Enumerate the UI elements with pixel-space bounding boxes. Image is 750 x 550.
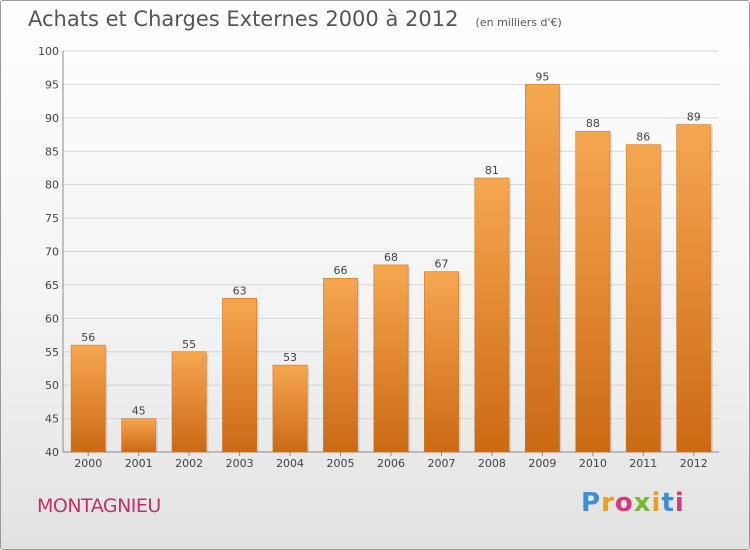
x-tick-label: 2005 xyxy=(327,457,355,470)
x-tick-label: 2003 xyxy=(226,457,254,470)
brand-letter: x xyxy=(633,488,652,518)
brand-letter: t xyxy=(661,488,675,518)
bar xyxy=(373,264,409,453)
brand-logo: Proxiti xyxy=(581,488,685,518)
commune-name: MONTAGNIEU xyxy=(37,495,161,517)
x-tick-label: 2007 xyxy=(427,457,455,470)
brand-letter: i xyxy=(674,488,685,518)
x-tick-label: 2006 xyxy=(377,457,405,470)
bar xyxy=(70,344,106,453)
brand-letter: i xyxy=(651,488,662,518)
data-label: 89 xyxy=(687,111,701,124)
x-tick-label: 2009 xyxy=(528,457,556,470)
y-tick-label: 85 xyxy=(45,145,59,158)
y-tick-label: 60 xyxy=(45,312,59,325)
chart-subtitle: (en milliers d'€) xyxy=(475,16,562,29)
data-label: 45 xyxy=(132,405,146,418)
y-tick-label: 70 xyxy=(45,246,59,259)
data-label: 88 xyxy=(586,117,600,130)
x-tick-label: 2000 xyxy=(74,457,102,470)
y-tick-label: 45 xyxy=(45,413,59,426)
chart-title: Achats et Charges Externes 2000 à 2012 (… xyxy=(28,7,562,31)
data-label: 63 xyxy=(233,284,247,297)
brand-letter: r xyxy=(601,488,615,518)
bar xyxy=(424,271,459,453)
x-tick-label: 2008 xyxy=(478,457,506,470)
data-label: 81 xyxy=(485,164,499,177)
x-tick-label: 2001 xyxy=(125,457,153,470)
y-tick-label: 90 xyxy=(45,112,59,125)
bar xyxy=(272,364,308,453)
x-tick-label: 2010 xyxy=(579,457,607,470)
data-label: 66 xyxy=(334,264,348,277)
bar xyxy=(323,277,358,453)
y-tick-label: 100 xyxy=(38,45,59,58)
y-tick-label: 50 xyxy=(45,379,59,392)
x-tick-label: 2012 xyxy=(680,457,708,470)
y-tick-label: 55 xyxy=(45,346,59,359)
data-label: 55 xyxy=(182,338,196,351)
x-tick-label: 2004 xyxy=(276,457,304,470)
bar xyxy=(474,177,510,453)
y-tick-label: 80 xyxy=(45,179,59,192)
data-label: 86 xyxy=(636,131,650,144)
data-label: 67 xyxy=(434,258,448,271)
x-tick-label: 2002 xyxy=(175,457,203,470)
data-label: 56 xyxy=(81,331,95,344)
x-tick-label: 2011 xyxy=(629,457,657,470)
bar xyxy=(524,84,560,453)
data-label: 95 xyxy=(535,70,549,83)
y-tick-label: 40 xyxy=(45,446,59,459)
bar xyxy=(222,298,258,453)
bar xyxy=(625,144,661,453)
y-tick-label: 95 xyxy=(45,78,59,91)
brand-letter: o xyxy=(614,488,634,518)
bar xyxy=(121,418,157,453)
data-label: 68 xyxy=(384,251,398,264)
data-label: 53 xyxy=(283,351,297,364)
label-layer: 56 45 55 63 53 66 68 67 81 95 88 86 89 xyxy=(81,70,701,417)
y-tick-label: 75 xyxy=(45,212,59,225)
brand-letter: P xyxy=(581,488,602,518)
y-tick-label: 65 xyxy=(45,279,59,292)
chart-title-main: Achats et Charges Externes 2000 à 2012 xyxy=(28,7,459,31)
bar xyxy=(171,351,207,453)
bar xyxy=(676,124,712,453)
bar-layer xyxy=(70,84,713,453)
bar xyxy=(575,130,611,453)
